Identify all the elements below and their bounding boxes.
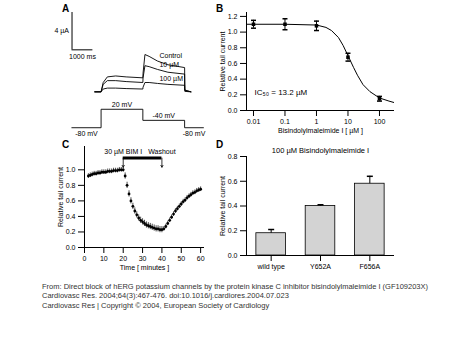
svg-text:-80 mV: -80 mV: [75, 130, 98, 137]
svg-text:Time [ minutes ]: Time [ minutes ]: [120, 264, 170, 272]
svg-text:0.8: 0.8: [66, 182, 76, 189]
html-text:Cardiovasc Res | Copyright © 2: Cardiovasc Res | Copyright © 2004, Europ…: [42, 300, 270, 310]
html-text:C: C: [62, 139, 70, 150]
svg-text:10: 10: [344, 118, 352, 125]
svg-text:Washout: Washout: [148, 148, 175, 155]
svg-text:0.8: 0.8: [228, 44, 238, 51]
svg-text:60: 60: [197, 255, 205, 262]
svg-text:0.6: 0.6: [228, 177, 238, 184]
svg-text:30: 30: [139, 255, 147, 262]
svg-text:40: 40: [158, 255, 166, 262]
svg-text:Relative tail current: Relative tail current: [219, 176, 226, 236]
svg-text:0.8: 0.8: [228, 153, 238, 160]
svg-text:0.4: 0.4: [228, 75, 238, 82]
svg-text:20: 20: [119, 255, 127, 262]
svg-text:10: 10: [100, 255, 108, 262]
svg-text:20 mV: 20 mV: [112, 101, 133, 108]
svg-text:0.2: 0.2: [228, 91, 238, 98]
svg-text:1.0: 1.0: [228, 28, 238, 35]
svg-text:Relative tail current: Relative tail current: [219, 31, 226, 91]
svg-text:wild type: wild type: [257, 263, 285, 271]
svg-text:Y652A: Y652A: [310, 263, 331, 270]
svg-text:4 µA: 4 µA: [54, 27, 69, 35]
svg-text:0.4: 0.4: [66, 213, 76, 220]
svg-text:IC₅₀ = 13.2 µM: IC₅₀ = 13.2 µM: [255, 88, 308, 97]
svg-text:1: 1: [315, 118, 319, 125]
svg-text:Control: Control: [159, 52, 182, 59]
svg-text:F656A: F656A: [360, 263, 381, 270]
svg-text:1.0: 1.0: [66, 166, 76, 173]
svg-text:1.2: 1.2: [228, 13, 238, 20]
svg-text:Relative tail current: Relative tail current: [57, 167, 64, 227]
html-text:B: B: [216, 3, 224, 14]
html-text:A: A: [62, 3, 70, 14]
svg-text:0.2: 0.2: [66, 228, 76, 235]
svg-text:0.4: 0.4: [228, 202, 238, 209]
svg-text:0.0: 0.0: [228, 107, 238, 114]
svg-text:10 µM: 10 µM: [159, 61, 179, 69]
svg-text:-80 mV: -80 mV: [183, 130, 206, 137]
svg-text:0.01: 0.01: [247, 118, 261, 125]
svg-text:0.6: 0.6: [66, 197, 76, 204]
html-text:From: Direct block of hERG pot: From: Direct block of hERG potassium cha…: [42, 282, 428, 291]
svg-text:30 µM BIM I: 30 µM BIM I: [104, 148, 142, 156]
svg-text:50: 50: [177, 255, 185, 262]
svg-text:0.6: 0.6: [228, 60, 238, 67]
svg-text:100 µM: 100 µM: [159, 75, 183, 83]
svg-text:0.0: 0.0: [228, 252, 238, 259]
svg-text:100: 100: [374, 118, 386, 125]
html-text:Cardiovasc Res. 2004;64(3):467: Cardiovasc Res. 2004;64(3):467-476. doi:…: [42, 291, 289, 301]
svg-text:1000 ms: 1000 ms: [69, 53, 96, 60]
svg-text:-40 mV: -40 mV: [152, 112, 175, 119]
svg-text:100 µM Bisindolylmaleimide I: 100 µM Bisindolylmaleimide I: [272, 146, 369, 155]
svg-text:Bisindolylmaleimide I [ µM ]: Bisindolylmaleimide I [ µM ]: [278, 127, 363, 135]
svg-text:0: 0: [83, 255, 87, 262]
svg-text:0.1: 0.1: [280, 118, 290, 125]
svg-text:0.0: 0.0: [66, 244, 76, 251]
html-text:D: D: [216, 139, 224, 150]
svg-text:0.2: 0.2: [228, 227, 238, 234]
